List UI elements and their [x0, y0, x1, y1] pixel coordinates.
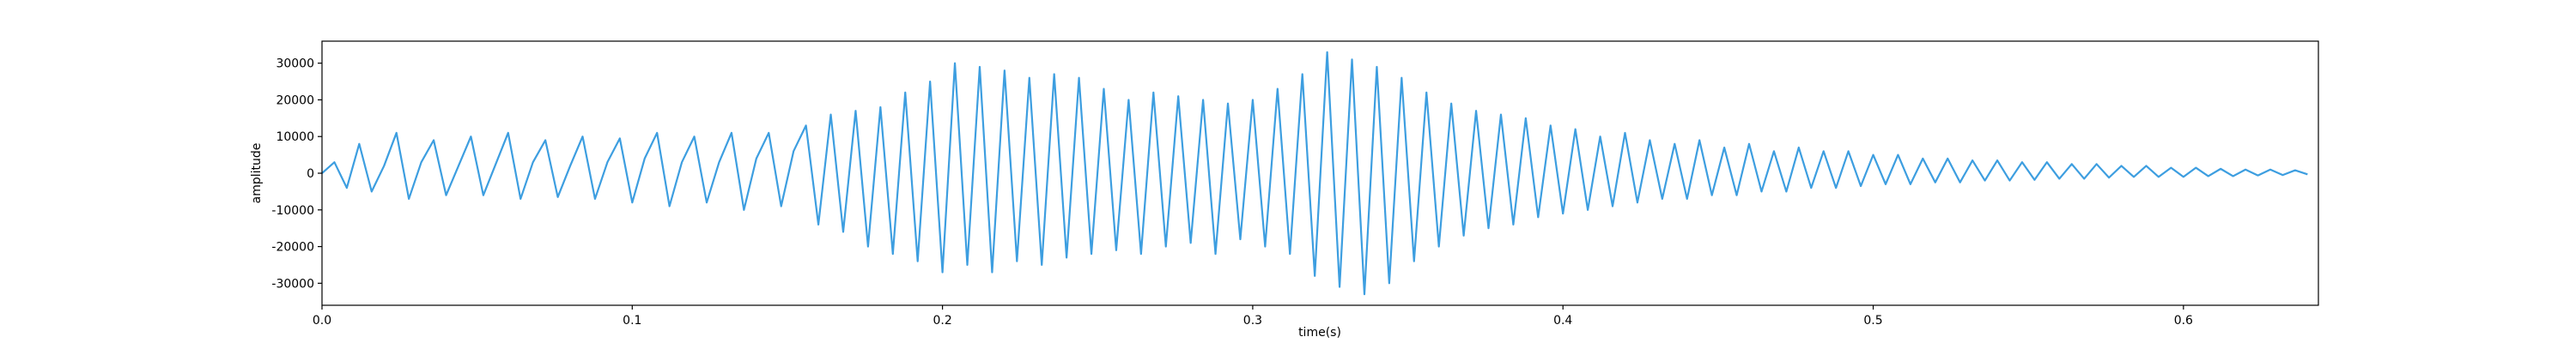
waveform-line	[321, 51, 2308, 296]
x-tick-label: 0.5	[1863, 314, 1882, 328]
y-tick-label: -10000	[271, 204, 314, 218]
x-tick-label: 0.4	[1553, 314, 1572, 328]
x-tick-label: 0.2	[933, 314, 951, 328]
x-tick-label: 0.0	[313, 314, 331, 328]
x-tick-label: 0.6	[2174, 314, 2193, 328]
y-tick-label: -20000	[271, 241, 314, 255]
y-axis-label: amplitude	[250, 143, 264, 204]
y-tick-label: 0	[307, 167, 314, 181]
x-tick-label: 0.1	[623, 314, 641, 328]
x-tick-label: 0.3	[1243, 314, 1262, 328]
y-tick-label: 10000	[276, 130, 314, 144]
y-tick-label: 30000	[276, 57, 314, 71]
x-axis-label: time(s)	[1298, 326, 1341, 340]
y-tick-label: 20000	[276, 93, 314, 107]
y-tick-label: -30000	[271, 277, 314, 291]
